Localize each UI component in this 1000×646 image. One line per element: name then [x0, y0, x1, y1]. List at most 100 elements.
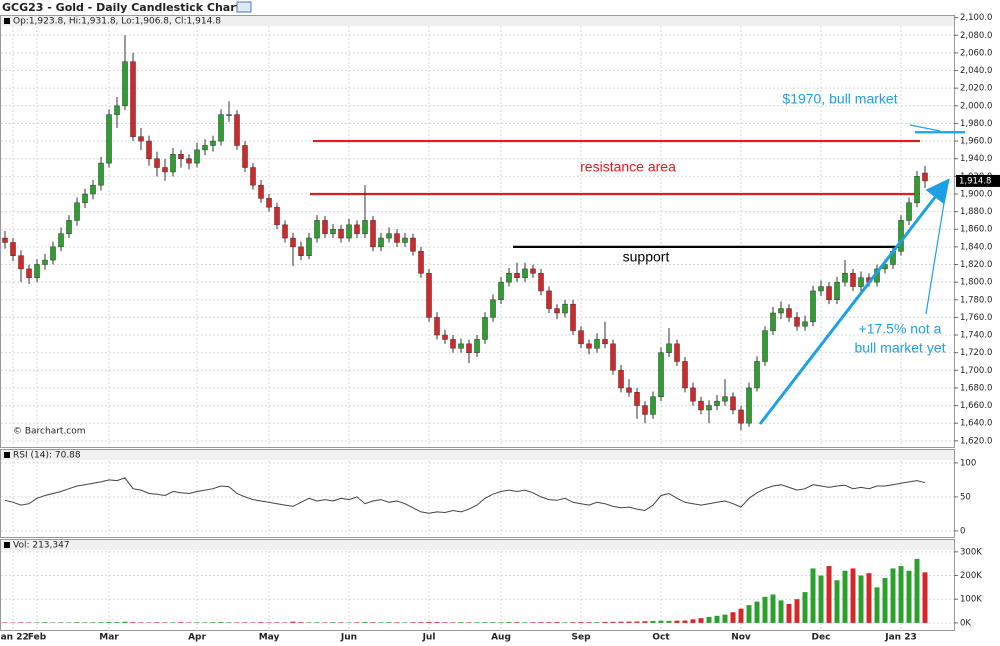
y-tick-label: 1,860.0 [960, 225, 992, 235]
candle-body [258, 184, 264, 199]
ohlc-info: Op:1,923.8, Hi:1,931.8, Lo:1,906.8, Cl:1… [13, 17, 221, 27]
candle-body [290, 237, 296, 248]
y-tick-label: 200K [960, 571, 982, 581]
volume-bar [58, 622, 64, 623]
candle-body [186, 158, 192, 164]
rsi-line [4, 477, 926, 514]
candle-body [162, 167, 168, 173]
candle-body [234, 114, 240, 146]
candle-body [922, 172, 928, 182]
x-tick-label: Oct [652, 633, 670, 643]
y-tick-label: 1,700.0 [960, 366, 992, 376]
icon[interactable] [236, 1, 252, 13]
volume-bar [114, 622, 120, 623]
volume-bar [290, 621, 296, 623]
candle-body [114, 105, 120, 115]
candle-body [706, 405, 712, 411]
y-tick-label: 1,980.0 [960, 119, 992, 129]
annotation: +17.5% not a [859, 321, 942, 337]
x-tick-label: Apr [188, 633, 206, 643]
annotation: support [623, 249, 670, 265]
candle-body [802, 321, 808, 327]
candle-body [666, 343, 672, 353]
volume-bar [386, 622, 392, 623]
candle-body [18, 255, 24, 270]
candle-body [386, 233, 392, 239]
volume-bar [882, 577, 888, 623]
volume-bar [370, 622, 376, 623]
y-tick-label: 100K [960, 595, 982, 605]
volume-bar [98, 622, 104, 623]
volume-bar [266, 622, 272, 623]
volume-bar [442, 622, 448, 623]
header-icon [4, 542, 10, 548]
volume-bar [802, 592, 808, 623]
volume-label: Vol: 213,347 [13, 541, 70, 551]
annotation: resistance area [580, 159, 676, 175]
price-tag [956, 174, 1000, 187]
volume-bar [426, 621, 432, 623]
rsi-label: RSI (14): 70.88 [13, 451, 81, 461]
candle-body [322, 220, 328, 234]
price-tag-label: 1,914.8 [959, 176, 991, 186]
volume-bar [506, 622, 512, 623]
volume-bar [394, 622, 400, 623]
volume-bar [178, 622, 184, 623]
candle-body [458, 343, 464, 349]
y-tick-label: 1,940.0 [960, 154, 992, 164]
volume-bar [514, 622, 520, 623]
y-tick-label: 1,760.0 [960, 313, 992, 323]
x-tick-label: Jun [340, 633, 357, 643]
candle-body [682, 361, 688, 389]
volume-bar [610, 621, 616, 623]
trend-arrow [758, 178, 950, 425]
volume-bar [354, 622, 360, 623]
candle-body [450, 339, 456, 349]
y-tick-label: 300K [960, 547, 982, 557]
candle-body [282, 224, 288, 239]
candle-body [826, 286, 832, 301]
candle-body [58, 233, 64, 248]
x-tick-label: Jan 22 [0, 633, 29, 643]
volume-bar [682, 620, 688, 623]
volume-bar [786, 603, 792, 623]
volume-bar [866, 573, 872, 623]
x-tick-label: Dec [812, 633, 831, 643]
rsi-panel [0, 449, 955, 538]
y-tick-label: 2,060.0 [960, 48, 992, 58]
volume-bar [162, 622, 168, 623]
volume-bar [410, 622, 416, 623]
volume-bar [362, 622, 368, 623]
candle-body [346, 224, 352, 239]
candle-body [554, 308, 560, 314]
candle-body [170, 154, 176, 173]
candle-body [914, 176, 920, 204]
candle-body [122, 61, 128, 107]
candle-body [642, 405, 648, 415]
volume-bar [314, 622, 320, 623]
volume-bar [170, 622, 176, 623]
candle-body [738, 409, 744, 424]
x-tick-label: Sep [571, 633, 591, 643]
volume-bar [698, 618, 704, 623]
candle-body [834, 281, 840, 301]
y-tick-label: 1,660.0 [960, 401, 992, 411]
candle-body [106, 114, 112, 164]
volume-bar [642, 621, 648, 623]
candle-body [898, 220, 904, 252]
volume-bar [922, 572, 928, 623]
header-strip [1, 540, 954, 550]
candle-body [498, 281, 504, 301]
candle-body [530, 268, 536, 274]
candle-body [762, 330, 768, 362]
volume-bar [122, 621, 128, 623]
candle-body [522, 268, 528, 278]
volume-bar [522, 622, 528, 623]
candle-body [146, 140, 152, 159]
candle-body [810, 290, 816, 323]
candle-body [538, 273, 544, 292]
price-panel [0, 15, 955, 448]
candle-body [370, 220, 376, 248]
volume-bar [602, 621, 608, 623]
